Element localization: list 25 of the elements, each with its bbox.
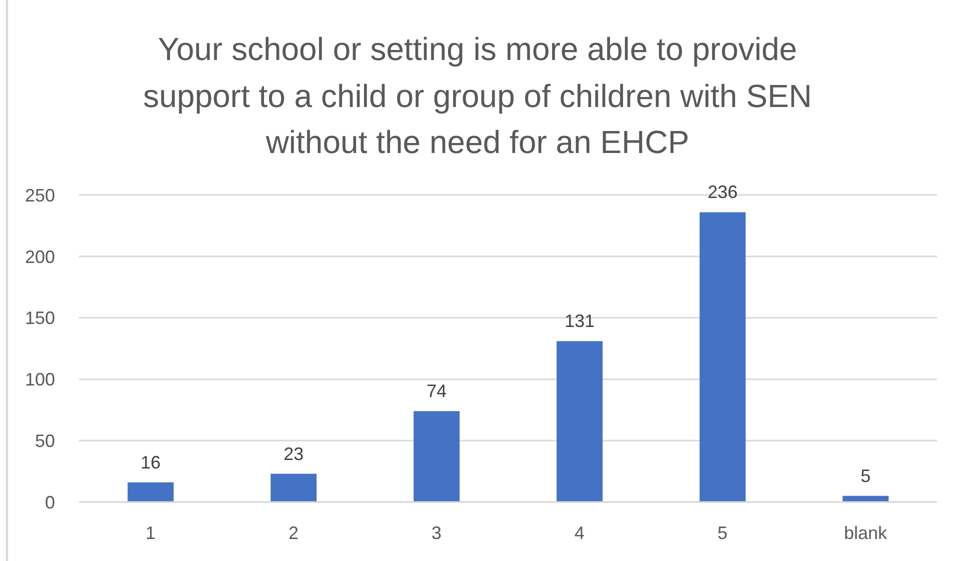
data-label: 5 [860,466,871,486]
bar [556,341,603,502]
y-tick-label: 50 [34,430,55,451]
data-label: 236 [708,182,738,202]
y-tick-label: 100 [24,370,55,390]
data-label: 74 [426,381,447,402]
x-tick-label: blank [844,522,888,543]
bar [700,212,746,502]
y-tick-label: 200 [24,246,55,267]
y-tick-label: 250 [24,185,55,206]
bar [128,482,174,502]
y-tick-label: 0 [44,492,55,512]
x-tick-label: 3 [431,522,442,543]
x-tick-label: 4 [574,522,585,543]
data-label: 16 [140,452,161,472]
x-tick-label: 2 [288,522,299,543]
bar [270,474,317,502]
data-label: 23 [284,444,304,464]
bar [414,411,460,502]
x-tick-label: 5 [717,522,728,543]
chart-title: Your school or setting is more able to provide support to a child or group of children with SEN without the need for an EHCP [142,30,813,162]
y-tick-label: 150 [24,308,55,328]
x-tick-label: 1 [145,522,156,543]
data-label: 131 [564,311,595,332]
bar [842,496,889,502]
